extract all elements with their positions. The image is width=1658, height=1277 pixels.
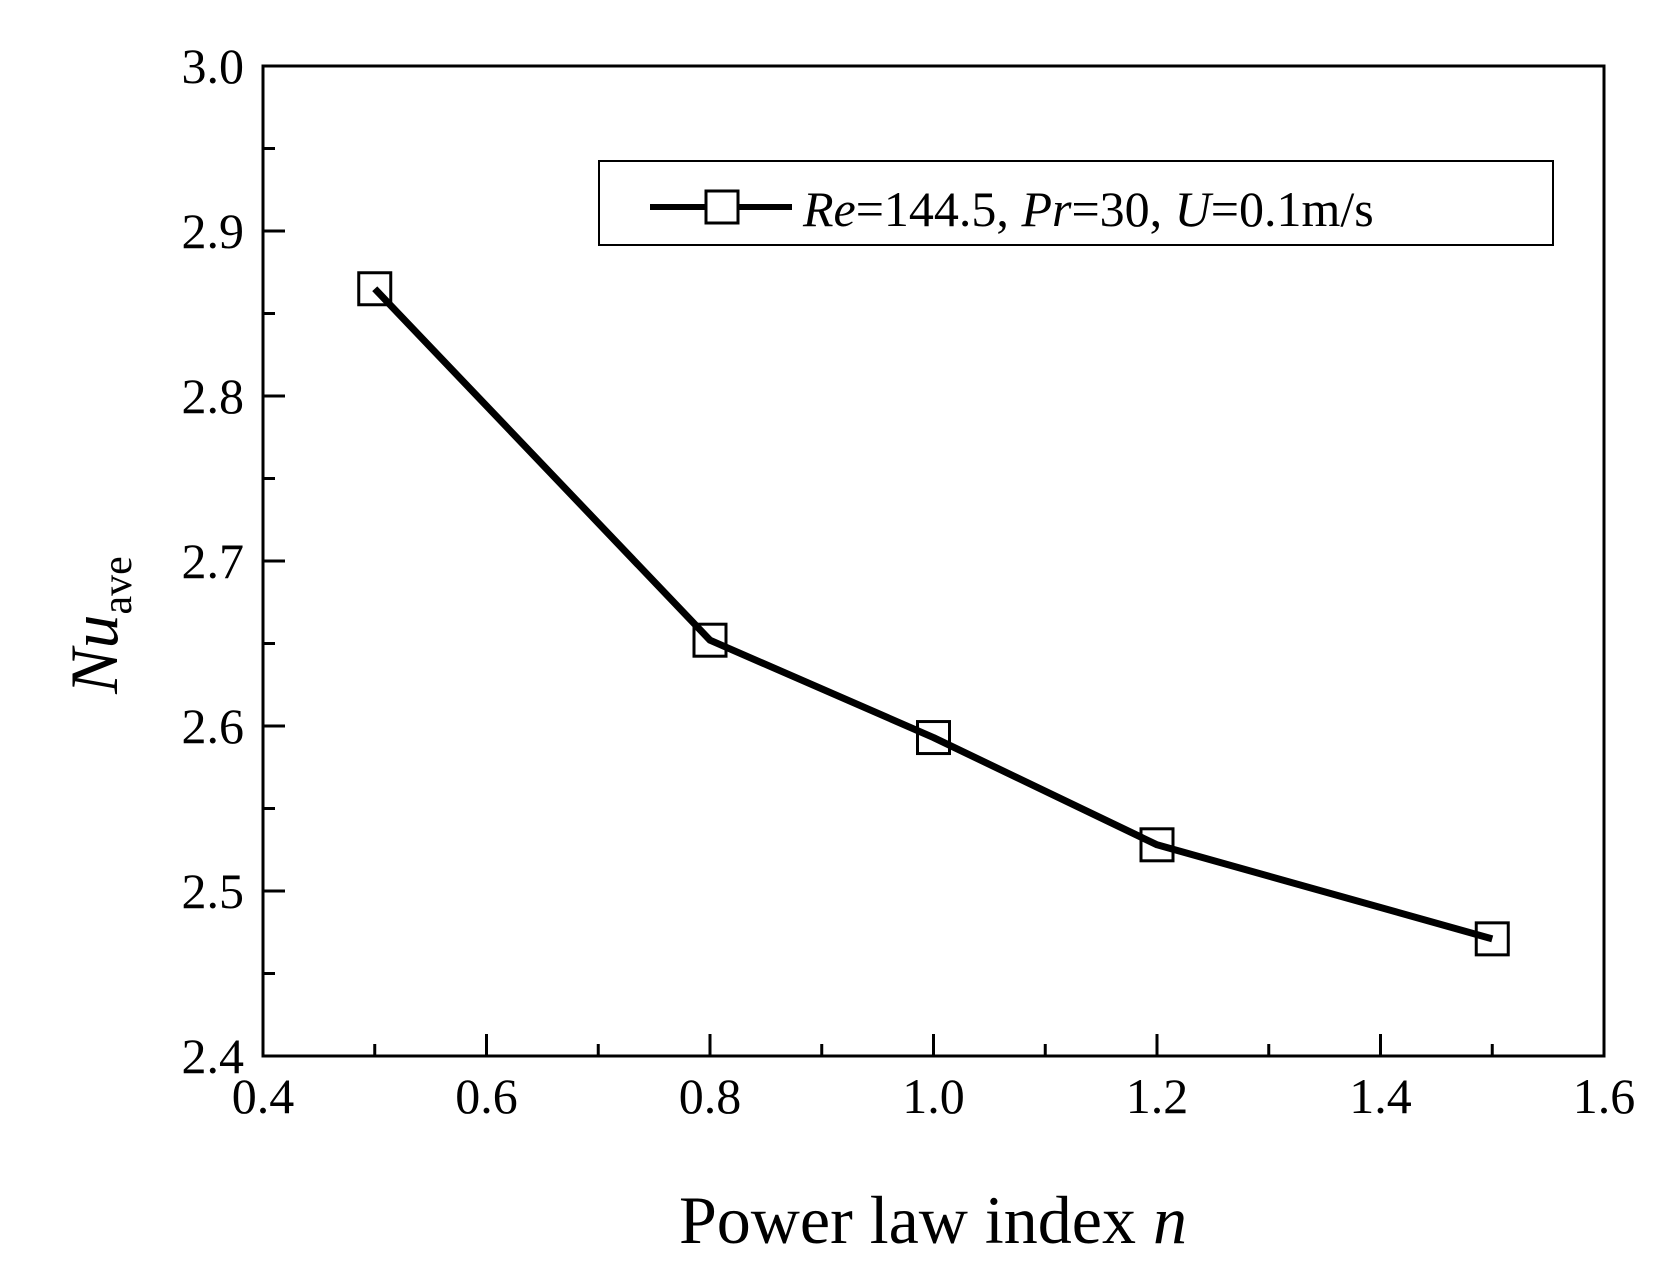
y-tick-label: 2.5 [182,863,245,919]
legend-marker-sample [704,189,740,225]
legend-re-symbol: Re [802,181,856,237]
legend-u-symbol: U [1175,181,1214,237]
x-tick-label: 0.6 [455,1068,518,1124]
y-tick-label: 2.4 [182,1028,245,1084]
x-tick-label: 1.6 [1573,1068,1636,1124]
legend-label: Re=144.5, Pr=30, U=0.1m/s [802,181,1374,237]
y-axis-title: Nuave [56,556,141,695]
legend-u-value: =0.1m/s [1211,181,1374,237]
x-tick-label: 1.2 [1126,1068,1189,1124]
data-point-marker [1139,827,1175,863]
x-axis-title-text: Power law index [679,1182,1136,1258]
legend-pr-symbol: Pr [1020,181,1072,237]
x-axis-ticks: 0.4 0.6 0.8 1.0 1.2 1.4 1.6 [232,1034,1636,1124]
x-tick-label: 0.8 [679,1068,742,1124]
series-layer [357,271,1510,957]
y-axis-title-main: Nu [56,614,132,694]
data-point-marker [916,720,951,756]
legend-pr-value: =30, [1071,181,1174,237]
y-tick-label: 2.6 [182,698,245,754]
y-axis-ticks: 2.4 2.5 2.6 2.7 2.8 2.9 3.0 [182,38,285,1084]
legend-re-value: =144.5, [856,181,1022,237]
y-tick-label: 2.9 [182,203,245,259]
data-point-marker [357,271,393,307]
data-point-marker [1474,921,1510,957]
y-tick-label: 2.8 [182,368,245,424]
x-tick-label: 1.4 [1349,1068,1412,1124]
x-axis-title-variable: n [1153,1182,1187,1258]
x-tick-label: 1.0 [902,1068,965,1124]
y-tick-label: 2.7 [182,533,245,589]
legend-box [598,160,1554,246]
series-line [372,286,1494,943]
y-axis-title-subscript: ave [95,556,141,614]
x-axis-title: Power law index n [679,1182,1187,1258]
data-point-marker [692,622,728,658]
y-tick-label: 3.0 [182,38,245,94]
legend: Re=144.5, Pr=30, U=0.1m/s [598,160,1554,246]
x-tick-label: 0.4 [232,1068,295,1124]
